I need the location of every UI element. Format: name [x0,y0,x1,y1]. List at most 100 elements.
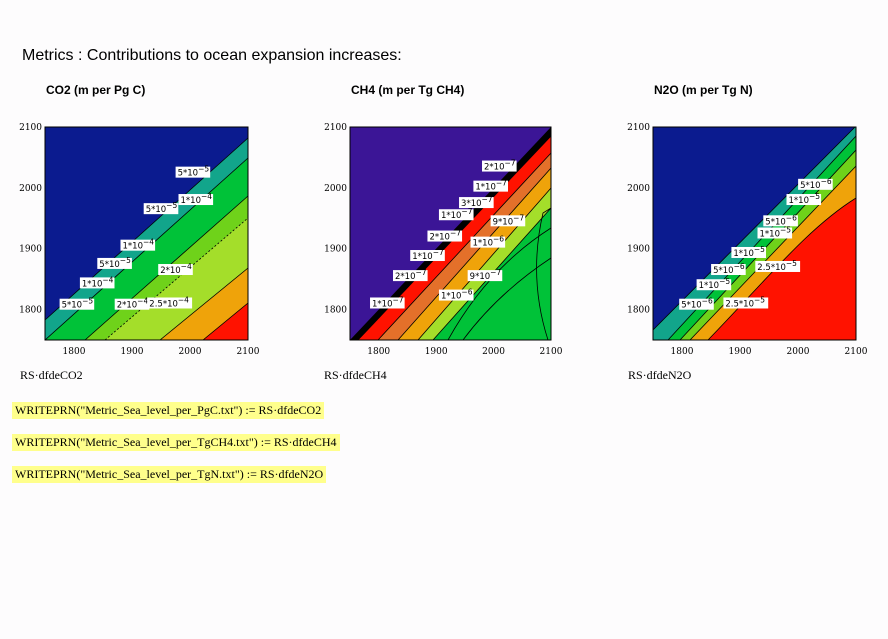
contour-label-bg [178,194,214,206]
contour-line [536,207,551,340]
contour-label: 1*10−6 [438,288,474,302]
contour-label: 5*10−5 [175,165,211,179]
writeprn-n2o: WRITEPRN("Metric_Sea_level_per_TgN.txt")… [12,466,327,483]
contour-label: 1*10−7 [473,179,508,193]
contour-label: 5*10−6 [798,177,833,191]
contour-label: 1*10−5 [731,245,766,259]
contour-label: 1*10−6 [470,235,506,249]
contour-line [202,302,248,340]
contour-label-text: 1*10−5 [760,226,792,240]
contour-label-bg [438,209,474,221]
y-tick-labels: 1800 1900 2000 2100 [19,123,42,316]
contour-label-text: 2*10−7 [395,268,427,282]
plot-frame [349,126,552,341]
contour-label-bg [731,246,766,258]
contour-label: 1*10−4 [79,275,115,289]
contour-label: 2*10−4 [158,262,193,276]
contour-label: 5*10−6 [679,297,714,311]
panel-title-n2o: N2O (m per Tg N) [654,83,753,97]
y-tick-label: 2100 [19,123,42,133]
x-tick-label: 1900 [121,347,144,357]
contour-label: 5*10−5 [59,297,95,311]
contour-label-text: 5*10−6 [681,297,713,311]
y-tick-label: 2100 [627,123,650,133]
contour-label: 9*10−7 [467,268,503,282]
contour-label-text: 2*10−7 [429,229,461,243]
y-tick-labels: 1800 1900 2000 2100 [324,123,347,316]
contour-label-text: 2.5*10−5 [725,295,765,309]
contour-label-text: 9*10−7 [470,268,502,282]
contour-label-text: 5*10−5 [146,201,178,215]
x-tick-label: 1900 [425,347,448,357]
contour-label: 1*10−5 [786,192,822,206]
y-tick-label: 2000 [627,184,650,194]
contour-label-bg [763,215,798,227]
contour-label: 1*10−4 [120,238,156,252]
y-tick-labels: 1800 1900 2000 2100 [627,123,650,316]
contour-label-bg [470,236,506,248]
contour-label: 5*10−6 [763,213,798,227]
contour-label-text: 2.5*10−5 [757,259,797,273]
contour-label-bg [757,227,793,239]
contour-label: 2.5*10−5 [755,259,801,273]
contour-label-bg [459,197,494,209]
contour-line [104,217,248,340]
contour-label-bg [696,279,732,291]
contour-label-bg [490,215,526,227]
x-tick-labels: 1800 1900 2000 2100 [671,347,868,357]
x-tick-label: 1800 [671,347,694,357]
contour-label-bg [410,250,445,262]
contour-label: 1*10−5 [757,226,793,240]
contour-label-text: 1*10−7 [475,179,507,193]
x-tick-label: 2000 [787,347,810,357]
x-tick-label: 2000 [482,347,505,357]
contour-plot-co2: 1800 1900 2000 2100 1800 1900 2000 2100 5*10−5… [10,118,260,363]
contour-label-bg [473,180,508,192]
contour-label: 2*10−4 [114,297,150,311]
x-tick-labels: 1800 1900 2000 2100 [367,347,562,357]
contour-label: 1*10−7 [438,207,474,221]
y-tick-label: 1800 [627,306,650,316]
contour-label-text: 2*10−7 [484,159,516,173]
x-tick-label: 1900 [729,347,752,357]
contour-label-text: 1*10−7 [372,295,404,309]
contour-plot-ch4: 1800 1900 2000 2100 1800 1900 2000 2100 2*10−7… [313,118,563,363]
contour-label-text: 2*10−4 [160,262,192,276]
contour-label-bg [467,270,503,282]
contour-label-text: 3*10−7 [461,195,493,209]
panel-title-ch4: CH4 (m per Tg CH4) [351,83,465,97]
contour-label-text: 1*10−5 [789,192,821,206]
contour-label-bg [755,260,801,272]
contour-label: 2*10−7 [393,268,428,282]
contour-label: 5*10−5 [143,201,179,215]
x-tick-label: 2000 [179,347,202,357]
contour-label-text: 5*10−6 [713,262,745,276]
writeprn-ch4: WRITEPRN("Metric_Sea_level_per_TgCH4.txt… [12,434,340,451]
x-tick-label: 2100 [845,347,868,357]
writeprn-co2: WRITEPRN("Metric_Sea_level_per_PgC.txt")… [12,402,325,419]
contour-label: 5*10−6 [711,262,746,276]
contour-plot-n2o: 1800 1900 2000 2100 1800 1900 2000 2100 5*10−6… [618,118,868,363]
plot-frame [652,126,857,341]
contour-label-bg [120,239,156,251]
contour-label-bg [114,298,150,310]
contour-label-text: 1*10−4 [82,275,114,289]
contour-line [377,152,551,340]
x-tick-label: 1800 [367,347,390,357]
y-tick-label: 2100 [324,123,347,133]
contour-line [45,137,248,321]
contour-label-text: 1*10−6 [441,288,473,302]
contour-label-bg [158,264,193,276]
contour-label-text: 5*10−6 [765,213,797,227]
contour-label-text: 5*10−5 [62,297,94,311]
contour-label-bg [143,203,179,215]
y-tick-label: 1900 [627,245,650,255]
contour-label-text: 5*10−5 [99,256,131,270]
contour-label: 2.5*10−4 [147,295,193,309]
contour-label-text: 5*10−5 [178,165,210,179]
contour-label-text: 1*10−4 [123,238,155,252]
contour-label-text: 1*10−5 [733,245,765,259]
contour-label: 1*10−7 [370,295,405,309]
expression-co2: RS·dfdeCO2 [20,368,83,382]
contour-label-bg [723,297,769,309]
